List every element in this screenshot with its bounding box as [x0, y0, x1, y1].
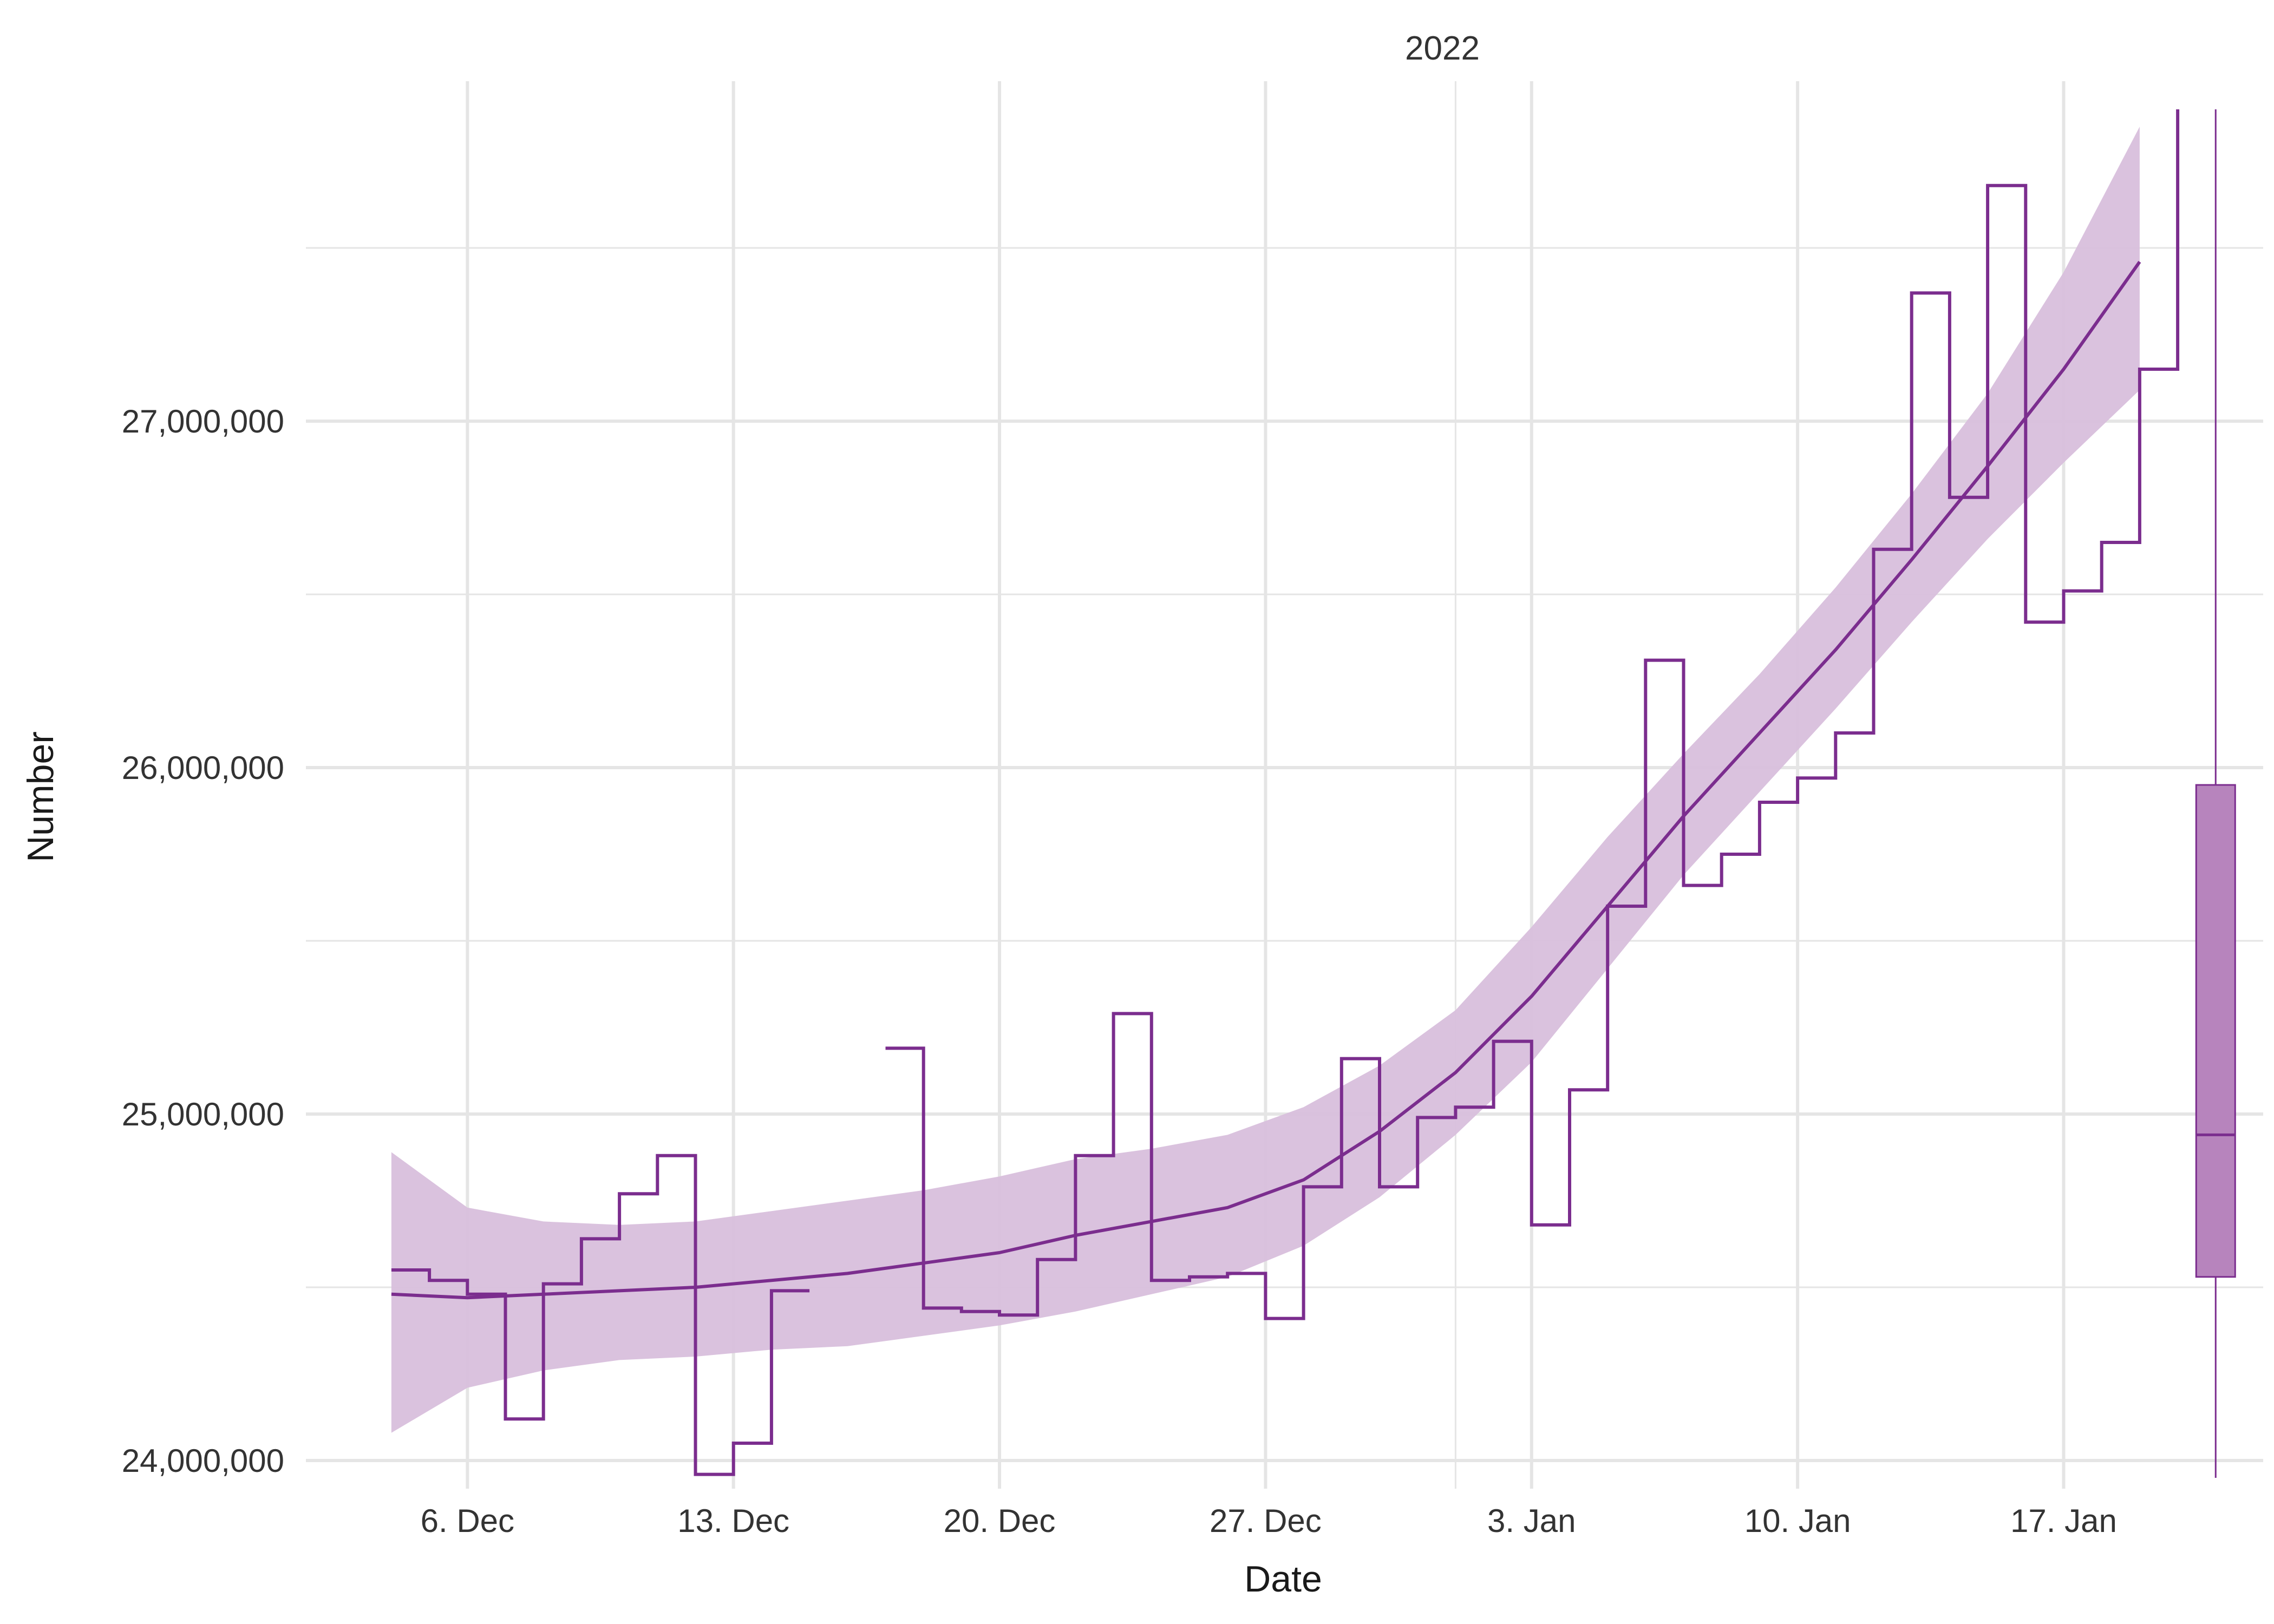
step-line: [391, 109, 2180, 1476]
year-annotation: 2022: [1405, 30, 1480, 67]
boxplot-box: [2195, 784, 2236, 1278]
y-tick-label: 25,000,000: [122, 1096, 284, 1132]
confidence-ribbon: [391, 127, 2140, 1433]
series-layer: [391, 109, 2180, 1476]
y-tick-label: 24,000,000: [122, 1443, 284, 1479]
x-tick-label: 20. Dec: [944, 1503, 1056, 1539]
x-tick-label: 17. Jan: [2010, 1503, 2117, 1539]
x-tick-label: 6. Dec: [421, 1503, 514, 1539]
x-tick-label: 13. Dec: [677, 1503, 789, 1539]
boxplot-layer: [2195, 109, 2236, 1478]
y-axis-title: Number: [20, 731, 61, 862]
ribbon-layer: [391, 127, 2140, 1433]
smooth-trend-line: [391, 260, 2141, 1300]
x-tick-label: 10. Jan: [1744, 1503, 1851, 1539]
y-tick-label: 26,000,000: [122, 750, 284, 786]
x-tick-label: 3. Jan: [1487, 1503, 1576, 1539]
y-tick-label: 27,000,000: [122, 403, 284, 440]
tick-label-layer: 24,000,000 25,000,000 26,000,000 27,000,000…: [122, 403, 2117, 1539]
x-tick-label: 27. Dec: [1210, 1503, 1322, 1539]
x-axis-title: Date: [1244, 1558, 1322, 1600]
